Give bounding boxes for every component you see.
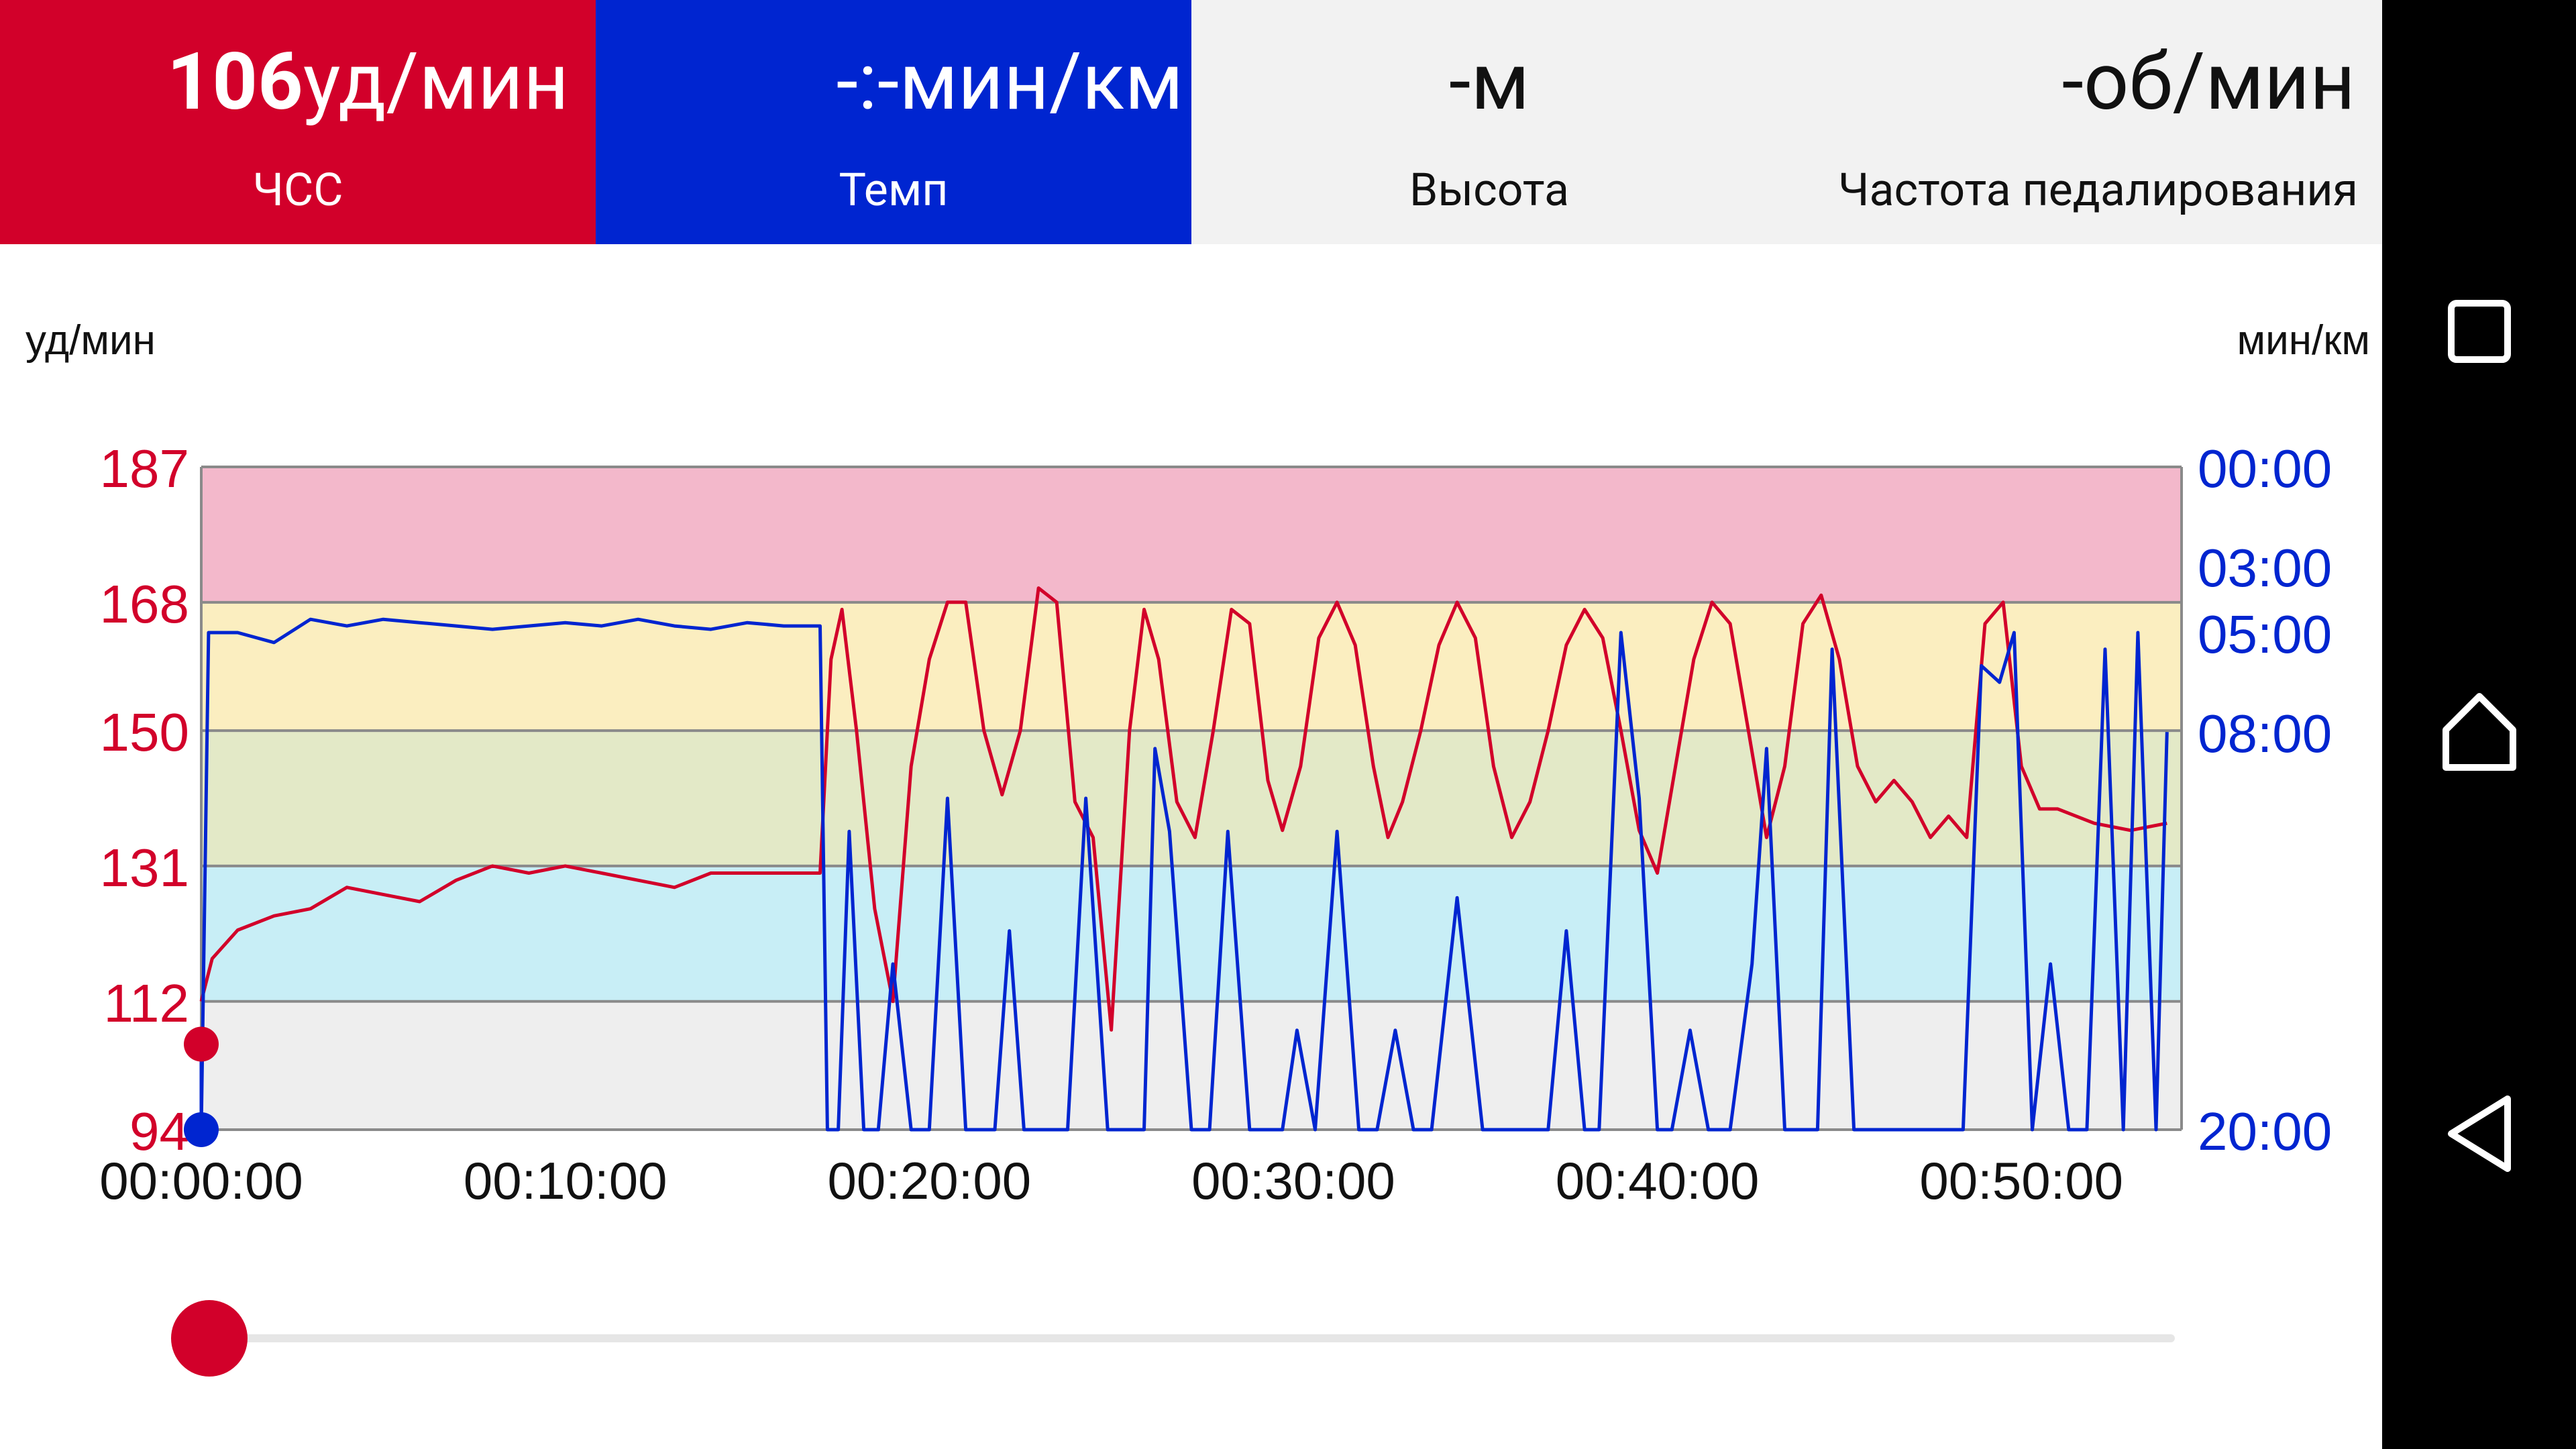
hr-zone-band — [201, 865, 2182, 1002]
pace-tick-label: 08:00 — [2198, 704, 2332, 763]
altitude-label: Высота — [1409, 163, 1569, 217]
recents-button[interactable] — [2382, 244, 2576, 419]
metric-tiles: 106уд/мин ЧСС -:-мин/км Темп -м Высота -… — [0, 0, 2382, 244]
slider-track[interactable] — [209, 1334, 2175, 1342]
cadence-label: Частота педалирования — [1837, 163, 2358, 217]
cadence-number: - — [2061, 36, 2084, 128]
hr-tick-label: 168 — [100, 574, 189, 634]
heart-rate-tile[interactable]: 106уд/мин ЧСС — [0, 0, 596, 244]
pace-cursor-marker — [184, 1112, 219, 1147]
time-tick-label: 00:40:00 — [1556, 1151, 1760, 1210]
pace-tick-label: 00:00 — [2198, 439, 2332, 498]
cadence-unit: об/мин — [2084, 36, 2355, 128]
pace-series-line — [199, 617, 2169, 1132]
recents-icon — [2447, 300, 2511, 363]
altitude-value: -м — [1191, 35, 1787, 129]
time-tick-label: 00:50:00 — [1919, 1151, 2123, 1210]
hr-zone-band — [201, 602, 2182, 731]
app-screen: 106уд/мин ЧСС -:-мин/км Темп -м Высота -… — [0, 0, 2382, 1415]
hr-tick-label: 112 — [103, 973, 189, 1033]
hr-tick-label: 150 — [100, 702, 189, 762]
pace-tile[interactable]: -:-мин/км Темп — [596, 0, 1191, 244]
altitude-number: - — [1448, 36, 1471, 128]
slider-thumb[interactable] — [171, 1300, 248, 1377]
home-icon — [2442, 693, 2516, 771]
hr-tick-label: 187 — [100, 439, 189, 498]
heart-rate-label: ЧСС — [252, 163, 343, 217]
pace-label: Темп — [839, 163, 949, 217]
android-nav-bar — [2382, 0, 2576, 1449]
pace-value: -:-мин/км — [837, 35, 1183, 129]
hr-zones — [201, 467, 2182, 1130]
back-icon — [2447, 1095, 2511, 1172]
time-slider[interactable] — [0, 1261, 2382, 1415]
heart-rate-number: 106 — [166, 36, 303, 128]
time-tick-label: 00:00:00 — [99, 1151, 303, 1210]
pace-unit: мин/км — [899, 36, 1183, 128]
pace-tick-label: 05:00 — [2198, 604, 2332, 664]
cadence-value: -об/мин — [2061, 35, 2355, 129]
time-axis-ticks: 00:00:00 00:10:00 00:20:00 00:30:00 00:40:00… — [99, 1151, 2123, 1210]
hr-tick-label: 131 — [100, 838, 189, 898]
hr-pace-chart[interactable]: уд/мин мин/км 187 168 150 131 112 94 00:00 03:… — [0, 244, 2382, 1261]
heart-rate-unit: уд/мин — [303, 36, 569, 128]
hr-tick-label: 94 — [129, 1102, 189, 1161]
pace-tick-label: 03:00 — [2198, 538, 2332, 598]
hr-series-line — [199, 586, 2167, 1032]
left-axis-title: уд/мин — [25, 317, 156, 364]
time-tick-label: 00:10:00 — [464, 1151, 667, 1210]
back-button[interactable] — [2382, 1046, 2576, 1221]
time-tick-label: 00:30:00 — [1191, 1151, 1395, 1210]
heart-rate-value: 106уд/мин — [167, 35, 569, 129]
altitude-unit: м — [1470, 36, 1530, 128]
hr-axis-ticks: 187 168 150 131 112 94 — [100, 439, 189, 1161]
right-axis-title: мин/км — [2237, 317, 2370, 364]
pace-number: -:- — [836, 36, 900, 128]
time-tick-label: 00:20:00 — [827, 1151, 1031, 1210]
hr-cursor-marker — [184, 1026, 219, 1062]
hr-zone-band — [201, 731, 2182, 866]
altitude-tile[interactable]: -м Высота — [1191, 0, 1787, 244]
cadence-tile[interactable]: -об/мин Частота педалирования — [1787, 0, 2382, 244]
hr-zone-band — [201, 467, 2182, 602]
pace-tick-label: 20:00 — [2198, 1102, 2332, 1161]
home-button[interactable] — [2382, 643, 2576, 817]
